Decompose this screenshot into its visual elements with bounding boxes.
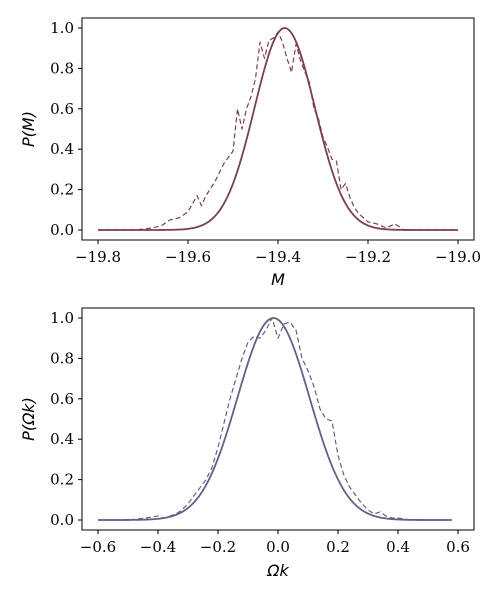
bottom-curves bbox=[98, 317, 452, 521]
bottom-x-tick-label: −0.4 bbox=[140, 538, 176, 556]
bottom-y-tick-label: 0.6 bbox=[50, 390, 74, 408]
top-y-ticks: 0.0 0.2 0.4 0.6 0.8 1.0 bbox=[50, 19, 82, 239]
top-y-tick-label: 0.6 bbox=[50, 100, 74, 118]
top-y-tick-label: 0.8 bbox=[50, 59, 74, 77]
top-x-tick-label: −19.8 bbox=[75, 248, 121, 266]
bottom-x-tick-label: 0.4 bbox=[386, 538, 410, 556]
top-x-ticks: −19.8 −19.6 −19.4 −19.2 −19.0 bbox=[75, 240, 481, 266]
bottom-panel: −0.6 −0.4 −0.2 0.0 0.2 0.4 0.6 0.0 0.2 0.4 0.6 0.8… bbox=[19, 307, 475, 580]
bottom-fit-curve bbox=[98, 317, 452, 521]
top-plot-frame bbox=[81, 17, 475, 241]
bottom-x-axis-label: Ωk bbox=[266, 561, 289, 580]
bottom-y-tick-label: 0.4 bbox=[50, 430, 74, 448]
bottom-y-axis-label: P(Ωk) bbox=[19, 397, 38, 441]
bottom-plot-frame bbox=[81, 307, 475, 531]
top-x-axis-label: M bbox=[271, 270, 285, 289]
top-y-tick-label: 1.0 bbox=[50, 19, 74, 37]
top-x-tick-label: −19.4 bbox=[255, 248, 301, 266]
top-panel: −19.8 −19.6 −19.4 −19.2 −19.0 0.00.20.40.60.… bbox=[19, 17, 481, 289]
bottom-x-tick-label: −0.6 bbox=[80, 538, 116, 556]
bottom-x-tick-label: 0.6 bbox=[446, 538, 470, 556]
top-fit-curve bbox=[98, 27, 458, 231]
bottom-sample-curve bbox=[98, 317, 452, 521]
top-x-tick-label: −19.0 bbox=[435, 248, 481, 266]
top-sample-curve bbox=[98, 31, 458, 231]
bottom-x-tick-label: 0.0 bbox=[266, 538, 290, 556]
top-y-axis-label: P(M) bbox=[19, 111, 38, 147]
top-x-tick-label: −19.2 bbox=[345, 248, 391, 266]
top-y-tick-label: 0.2 bbox=[50, 181, 74, 199]
bottom-x-tick-label: 0.2 bbox=[326, 538, 350, 556]
bottom-y-tick-label: 0.2 bbox=[50, 471, 74, 489]
bottom-y-ticks: 0.0 0.2 0.4 0.6 0.8 1.0 bbox=[50, 309, 82, 529]
bottom-x-ticks: −0.6 −0.4 −0.2 0.0 0.2 0.4 0.6 bbox=[80, 530, 470, 556]
bottom-x-tick-label: −0.2 bbox=[200, 538, 236, 556]
bottom-y-tick-label: 0.0 bbox=[50, 511, 74, 529]
bottom-y-tick-label: 0.8 bbox=[50, 349, 74, 367]
top-y-tick-label: 0.4 bbox=[50, 140, 74, 158]
top-x-tick-label: −19.6 bbox=[165, 248, 211, 266]
bottom-y-tick-label: 1.0 bbox=[50, 309, 74, 327]
top-y-tick-label: 0.0 bbox=[50, 221, 74, 239]
top-curves bbox=[98, 27, 458, 231]
